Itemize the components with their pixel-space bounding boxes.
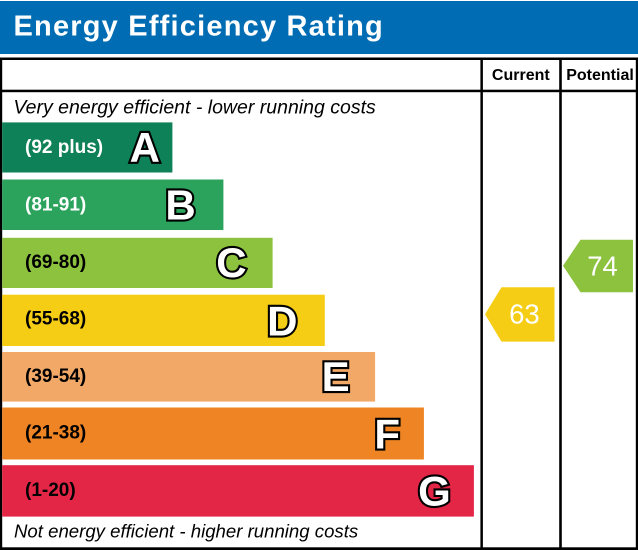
svg-text:E: E — [322, 353, 350, 400]
svg-text:(1-20): (1-20) — [25, 480, 76, 501]
svg-text:C: C — [216, 239, 246, 286]
svg-text:63: 63 — [509, 298, 540, 329]
svg-text:G: G — [418, 468, 451, 515]
svg-text:B: B — [165, 182, 195, 229]
svg-text:(21-38): (21-38) — [25, 423, 86, 444]
svg-text:Potential: Potential — [566, 67, 634, 84]
svg-text:(69-80): (69-80) — [25, 252, 86, 273]
svg-text:(92 plus): (92 plus) — [25, 137, 103, 158]
svg-text:74: 74 — [587, 250, 618, 281]
svg-text:(81-91): (81-91) — [25, 194, 86, 215]
svg-text:F: F — [374, 411, 400, 458]
svg-text:(39-54): (39-54) — [25, 366, 86, 387]
svg-text:Not energy efficient - higher: Not energy efficient - higher running co… — [14, 521, 358, 542]
svg-text:Very energy efficient - lower: Very energy efficient - lower running co… — [13, 96, 376, 118]
svg-text:A: A — [130, 124, 160, 171]
svg-text:(55-68): (55-68) — [25, 309, 86, 330]
svg-text:D: D — [267, 298, 297, 345]
svg-text:Energy Efficiency Rating: Energy Efficiency Rating — [14, 11, 384, 43]
svg-text:Current: Current — [492, 67, 550, 84]
